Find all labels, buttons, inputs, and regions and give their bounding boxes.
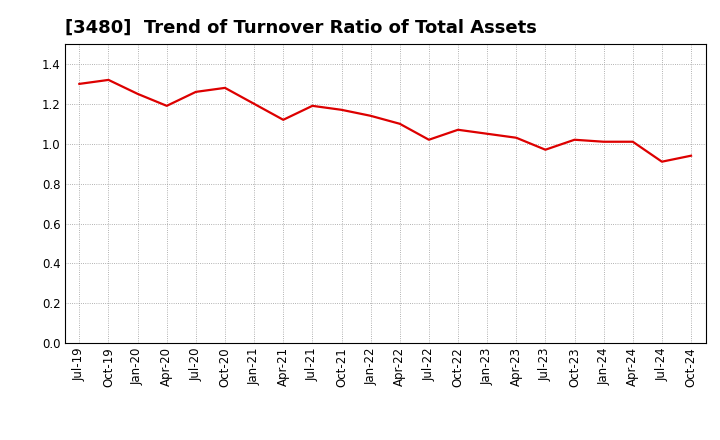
Text: [3480]  Trend of Turnover Ratio of Total Assets: [3480] Trend of Turnover Ratio of Total … — [65, 19, 536, 37]
